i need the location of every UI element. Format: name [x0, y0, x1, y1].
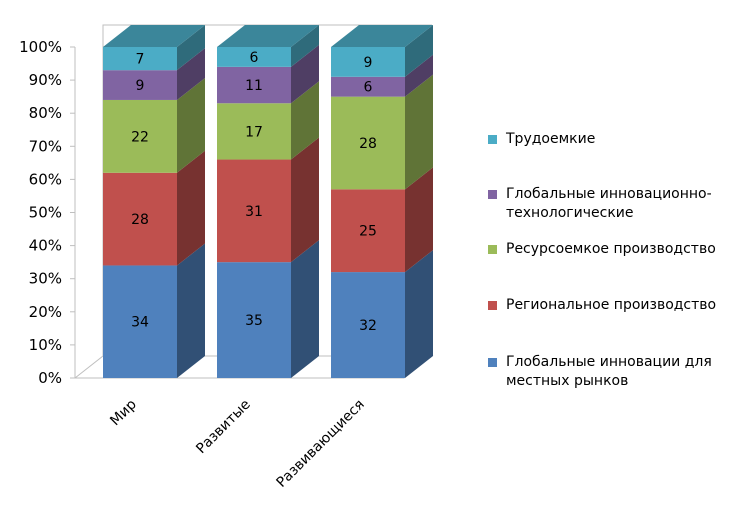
- bar-segment: 25: [331, 167, 433, 273]
- bar-segment: 6: [331, 54, 433, 97]
- data-label: 7: [136, 52, 145, 68]
- legend-label: Трудоемкие: [506, 131, 596, 147]
- legend-label: Глобальные инновации для местных рынков: [506, 354, 712, 389]
- data-label: 28: [131, 212, 149, 228]
- bar-side-face: [405, 25, 433, 77]
- legend-item: Ресурсоемкое производство: [488, 240, 738, 259]
- data-label: 22: [131, 129, 149, 145]
- data-label: 11: [245, 78, 263, 94]
- bar-side-face: [405, 167, 433, 273]
- bar-side-face: [405, 54, 433, 97]
- bar-side-face: [291, 81, 319, 160]
- bar-side-face: [291, 137, 319, 263]
- y-tick-label: 40%: [29, 237, 62, 255]
- legend-swatch: [488, 245, 497, 254]
- bar-segment: 11: [217, 44, 319, 104]
- bar-side-face: [177, 150, 205, 266]
- bar-front-face: [331, 76, 405, 97]
- y-tick-label: 30%: [29, 270, 62, 288]
- legend-item: Глобальные инновации для местных рынков: [488, 353, 738, 391]
- y-tick-label: 60%: [29, 170, 62, 188]
- bar-front-face: [217, 103, 291, 160]
- data-label: 31: [245, 204, 263, 220]
- chart-legend: Трудоемкие Глобальные инновационно-технол…: [488, 0, 738, 512]
- legend-item: Региональное производство: [488, 296, 738, 315]
- data-label: 32: [359, 318, 377, 334]
- bar-front-face: [103, 99, 177, 173]
- bar-side-face: [405, 250, 433, 378]
- bar-front-face: [103, 47, 177, 71]
- bar-top-face: [331, 25, 433, 47]
- bar-segment: 17: [217, 81, 319, 160]
- bar-side-face: [291, 44, 319, 104]
- bar-segment: 28: [103, 150, 205, 266]
- legend-item: Трудоемкие: [488, 130, 738, 149]
- data-label: 6: [250, 50, 259, 66]
- y-tick-label: 80%: [29, 104, 62, 122]
- legend-swatch: [488, 135, 497, 144]
- bar-segment: 35: [217, 240, 319, 378]
- data-label: 9: [364, 55, 373, 71]
- x-tick-label: Развивающиеся: [273, 397, 367, 491]
- legend-label: Глобальные инновационно-технологические: [506, 186, 712, 221]
- legend-swatch: [488, 190, 497, 199]
- bar-side-face: [177, 25, 205, 71]
- data-label: 25: [359, 224, 377, 240]
- y-tick-label: 20%: [29, 303, 62, 321]
- bar-side-face: [291, 25, 319, 67]
- y-tick-label: 50%: [29, 204, 62, 222]
- legend-swatch: [488, 301, 497, 310]
- data-label: 35: [245, 313, 263, 329]
- bar-side-face: [177, 77, 205, 173]
- y-tick-label: 100%: [19, 38, 62, 56]
- bar-front-face: [103, 70, 177, 100]
- bar-front-face: [217, 159, 291, 263]
- bar-front-face: [331, 189, 405, 273]
- x-tick-label: Мир: [107, 396, 140, 429]
- bar-front-face: [217, 262, 291, 378]
- legend-label: Региональное производство: [506, 297, 717, 313]
- y-tick-label: 0%: [38, 369, 62, 387]
- bar-segment: 28: [331, 74, 433, 190]
- data-label: 6: [364, 80, 373, 96]
- bar-front-face: [331, 47, 405, 77]
- bar-segment: 6: [217, 25, 319, 67]
- bar-front-face: [103, 172, 177, 266]
- bar-side-face: [291, 240, 319, 378]
- legend-label: Ресурсоемкое производство: [506, 241, 716, 257]
- bar-side-face: [177, 243, 205, 378]
- legend-item: Глобальные инновационно-технологические: [488, 185, 738, 223]
- legend-swatch: [488, 358, 497, 367]
- data-label: 9: [136, 78, 145, 94]
- bar-front-face: [331, 272, 405, 378]
- bar-segment: 32: [331, 250, 433, 378]
- bar-segment: 34: [103, 243, 205, 378]
- bar-segment: 7: [103, 25, 205, 71]
- bar-segment: 9: [103, 48, 205, 100]
- data-label: 34: [131, 315, 149, 331]
- bar-top-face: [103, 25, 205, 47]
- bar-top-face: [217, 25, 319, 47]
- y-tick-label: 90%: [29, 71, 62, 89]
- bar-front-face: [103, 265, 177, 378]
- data-label: 28: [359, 136, 377, 152]
- bar-segment: 22: [103, 77, 205, 173]
- bar-segment: 31: [217, 137, 319, 263]
- y-tick-label: 70%: [29, 137, 62, 155]
- bar-side-face: [405, 74, 433, 190]
- bar-front-face: [217, 66, 291, 104]
- data-label: 17: [245, 124, 263, 140]
- bar-segment: 9: [331, 25, 433, 77]
- bar-front-face: [217, 47, 291, 67]
- y-tick-label: 10%: [29, 336, 62, 354]
- bar-front-face: [331, 96, 405, 190]
- x-tick-label: Развитые: [193, 397, 254, 458]
- bar-side-face: [177, 48, 205, 100]
